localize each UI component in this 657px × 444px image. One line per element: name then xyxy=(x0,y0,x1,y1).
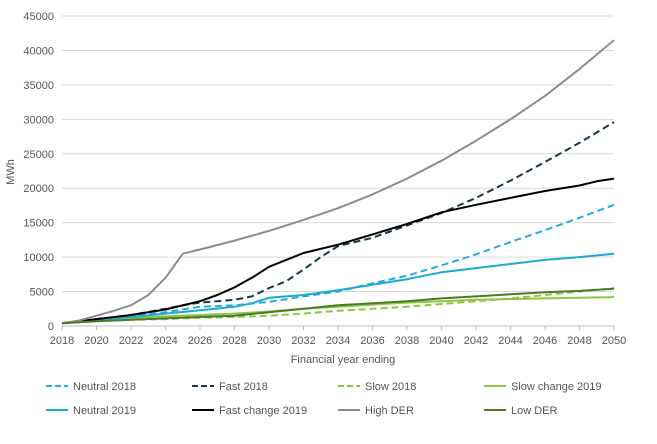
x-tick-label: 2048 xyxy=(567,335,591,347)
y-tick-label: 20000 xyxy=(23,183,54,195)
y-tick-label: 0 xyxy=(48,321,54,333)
y-tick-label: 35000 xyxy=(23,80,54,92)
x-tick-label: 2050 xyxy=(602,335,626,347)
series-line-neutral-2019 xyxy=(61,252,615,325)
legend-item: High DER xyxy=(338,405,414,417)
x-tick-label: 2040 xyxy=(429,335,453,347)
x-tick-label: 2032 xyxy=(291,335,315,347)
series-line-high-der xyxy=(61,39,615,325)
x-tick-label: 2038 xyxy=(395,335,419,347)
y-axis-label: MWh xyxy=(5,159,17,185)
x-tick-label: 2018 xyxy=(50,335,74,347)
x-tick-label: 2022 xyxy=(119,335,143,347)
legend-item: Neutral 2018 xyxy=(46,381,136,393)
legend-item: Slow 2018 xyxy=(338,381,416,393)
x-tick-label: 2046 xyxy=(533,335,557,347)
series-line-slow-change-2019 xyxy=(61,296,615,325)
legend-item: Low DER xyxy=(484,405,558,417)
legend-item: Fast 2018 xyxy=(192,381,268,393)
y-tick-label: 25000 xyxy=(23,149,54,161)
x-tick-label: 2034 xyxy=(326,335,350,347)
x-tick-label: 2020 xyxy=(84,335,108,347)
legend-item: Neutral 2019 xyxy=(46,405,136,417)
legend-label: Slow 2018 xyxy=(365,381,416,393)
axes: 0 5000 10000 15000 20000 25000 30000 35000 40000… xyxy=(23,11,626,347)
x-tick-label: 2028 xyxy=(222,335,246,347)
legend-label: Neutral 2019 xyxy=(73,405,136,417)
x-tick-label: 2026 xyxy=(188,335,212,347)
legend-label: Fast 2018 xyxy=(219,381,268,393)
legend-label: Fast change 2019 xyxy=(219,405,307,417)
legend: Neutral 2018 Fast 2018 Slow 2018 Slow chang… xyxy=(46,381,602,417)
legend-item: Slow change 2019 xyxy=(484,381,602,393)
series-lines xyxy=(61,39,615,325)
y-tick-label: 30000 xyxy=(23,114,54,126)
x-tick-label: 2044 xyxy=(498,335,522,347)
x-tick-label: 2042 xyxy=(464,335,488,347)
series-line-low-der xyxy=(61,287,615,325)
x-tick-label: 2024 xyxy=(153,335,177,347)
legend-label: Low DER xyxy=(511,405,558,417)
y-tick-label: 40000 xyxy=(23,45,54,57)
series-line-fast-change-2019 xyxy=(61,177,615,325)
y-tick-label: 45000 xyxy=(23,11,54,23)
x-tick-label: 2030 xyxy=(257,335,281,347)
series-line-neutral-2018 xyxy=(61,203,615,325)
legend-label: High DER xyxy=(365,405,414,417)
legend-item: Fast change 2019 xyxy=(192,405,307,417)
y-tick-label: 15000 xyxy=(23,218,54,230)
y-tick-label: 10000 xyxy=(23,252,54,264)
y-tick-label: 5000 xyxy=(30,287,54,299)
x-tick-label: 2036 xyxy=(360,335,384,347)
x-axis-label: Financial year ending xyxy=(291,354,396,366)
legend-label: Slow change 2019 xyxy=(511,381,602,393)
gridlines xyxy=(62,15,614,293)
legend-label: Neutral 2018 xyxy=(73,381,136,393)
